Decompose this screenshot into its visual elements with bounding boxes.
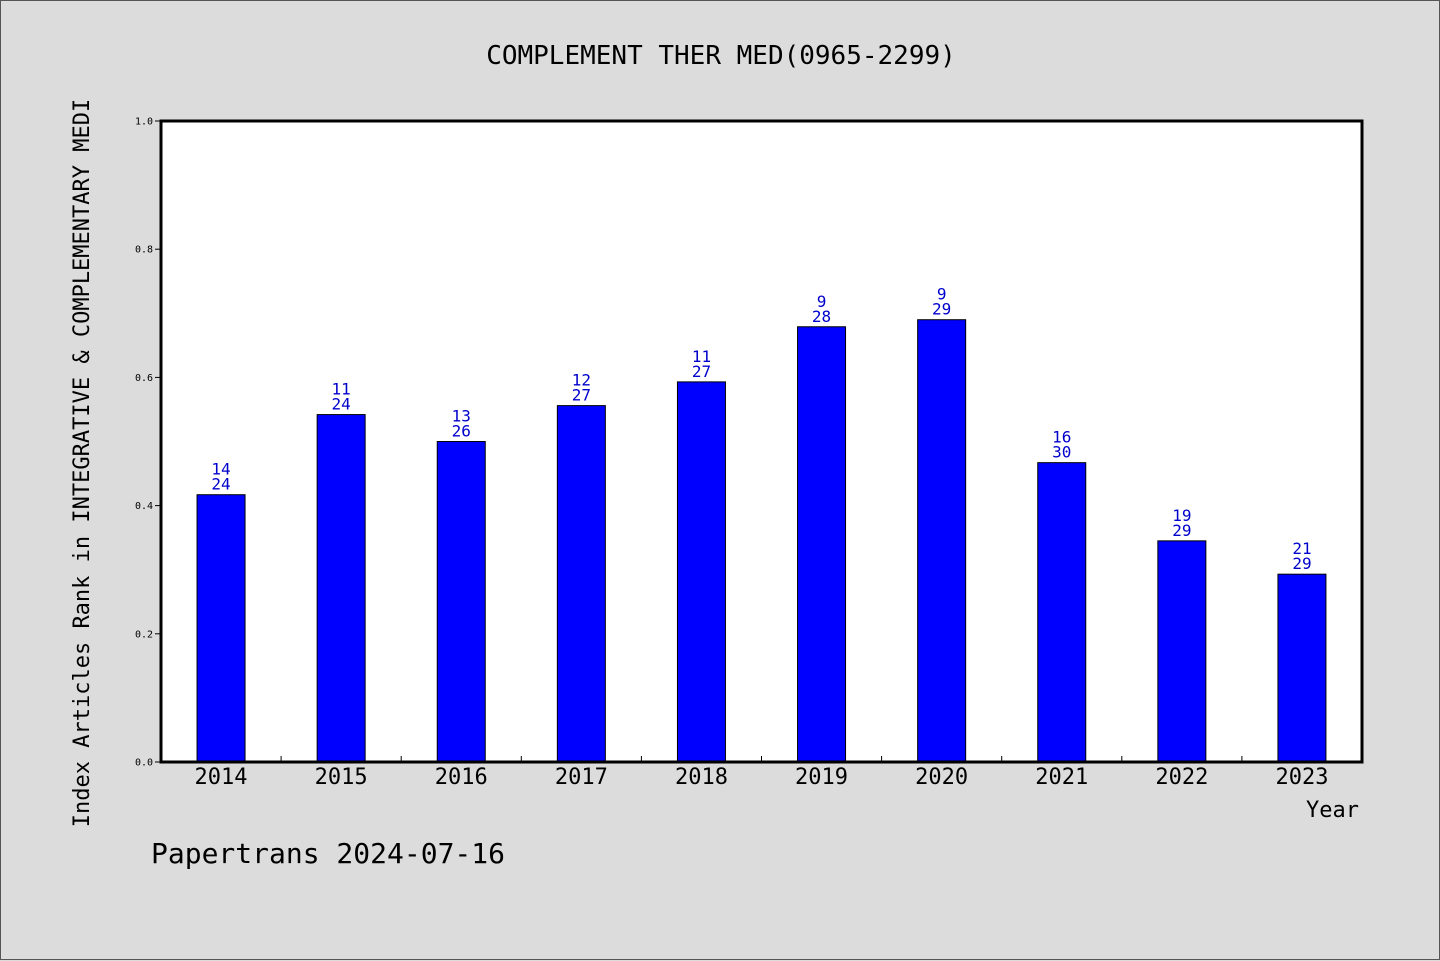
- bar: [1157, 540, 1207, 763]
- bar: [316, 414, 366, 763]
- bar-rank-label: 11: [692, 347, 711, 366]
- bar-total-label: 29: [932, 300, 951, 319]
- x-tick-label: 2021: [1035, 765, 1088, 790]
- bar-rank-label: 11: [332, 380, 351, 399]
- bar-total-label: 29: [1292, 554, 1311, 573]
- x-tick-label: 2015: [315, 765, 368, 790]
- bar-rank-label: 21: [1292, 539, 1311, 558]
- x-tick-label: 2014: [195, 765, 248, 790]
- x-tick-label: 2018: [675, 765, 728, 790]
- bar-rank-label: 14: [211, 460, 230, 479]
- bar-rank-label: 16: [1052, 428, 1071, 447]
- footer-credit: Papertrans 2024-07-16: [151, 837, 505, 870]
- bar: [196, 494, 246, 763]
- bar: [797, 326, 847, 763]
- x-tick-label: 2016: [435, 765, 488, 790]
- bar-total-label: 29: [1172, 521, 1191, 540]
- y-tick-label: 1.0: [135, 117, 153, 128]
- bar: [1277, 573, 1327, 763]
- bar: [556, 405, 606, 763]
- x-tick-label: 2022: [1155, 765, 1208, 790]
- y-axis-ticks: 0.0 0.2 0.4 0.6 0.8 1.0: [135, 117, 161, 769]
- y-axis-label: Index Articles Rank in INTEGRATIVE & COM…: [70, 99, 95, 827]
- bar-total-label: 27: [572, 386, 591, 405]
- y-tick-label: 0.0: [135, 758, 153, 769]
- bar-series: [196, 319, 1327, 763]
- plot-border: [159, 119, 1364, 764]
- y-tick-label: 0.8: [135, 245, 153, 256]
- x-tick-label: 2019: [795, 765, 848, 790]
- chart-title: COMPLEMENT THER MED(0965-2299): [486, 41, 956, 71]
- bar-total-label: 24: [211, 475, 230, 494]
- y-tick-label: 0.4: [135, 501, 153, 512]
- bar-total-label: 26: [452, 422, 471, 441]
- bar-rank-label: 9: [937, 285, 947, 304]
- x-tick-label: 2020: [915, 765, 968, 790]
- bar-rank-label: 12: [572, 371, 591, 390]
- bar-rank-label: 13: [452, 407, 471, 426]
- y-tick-label: 0.2: [135, 629, 153, 640]
- bar-rank-label: 9: [817, 292, 827, 311]
- bar-total-label: 24: [332, 395, 351, 414]
- bar-rank-label: 19: [1172, 506, 1191, 525]
- bar: [436, 441, 486, 763]
- x-axis-ticks: 2014 2015 2016 2017 2018 2019 2020 2021 2022 2023: [195, 756, 1328, 790]
- x-tick-label: 2023: [1275, 765, 1328, 790]
- bar-total-label: 27: [692, 362, 711, 381]
- bar: [1037, 462, 1087, 763]
- bar: [676, 381, 726, 763]
- bar-total-label: 28: [812, 307, 831, 326]
- y-tick-label: 0.6: [135, 373, 153, 384]
- x-tick-label: 2017: [555, 765, 608, 790]
- x-axis-label: Year: [1306, 798, 1359, 823]
- bar: [917, 319, 967, 763]
- bar-total-label: 30: [1052, 443, 1071, 462]
